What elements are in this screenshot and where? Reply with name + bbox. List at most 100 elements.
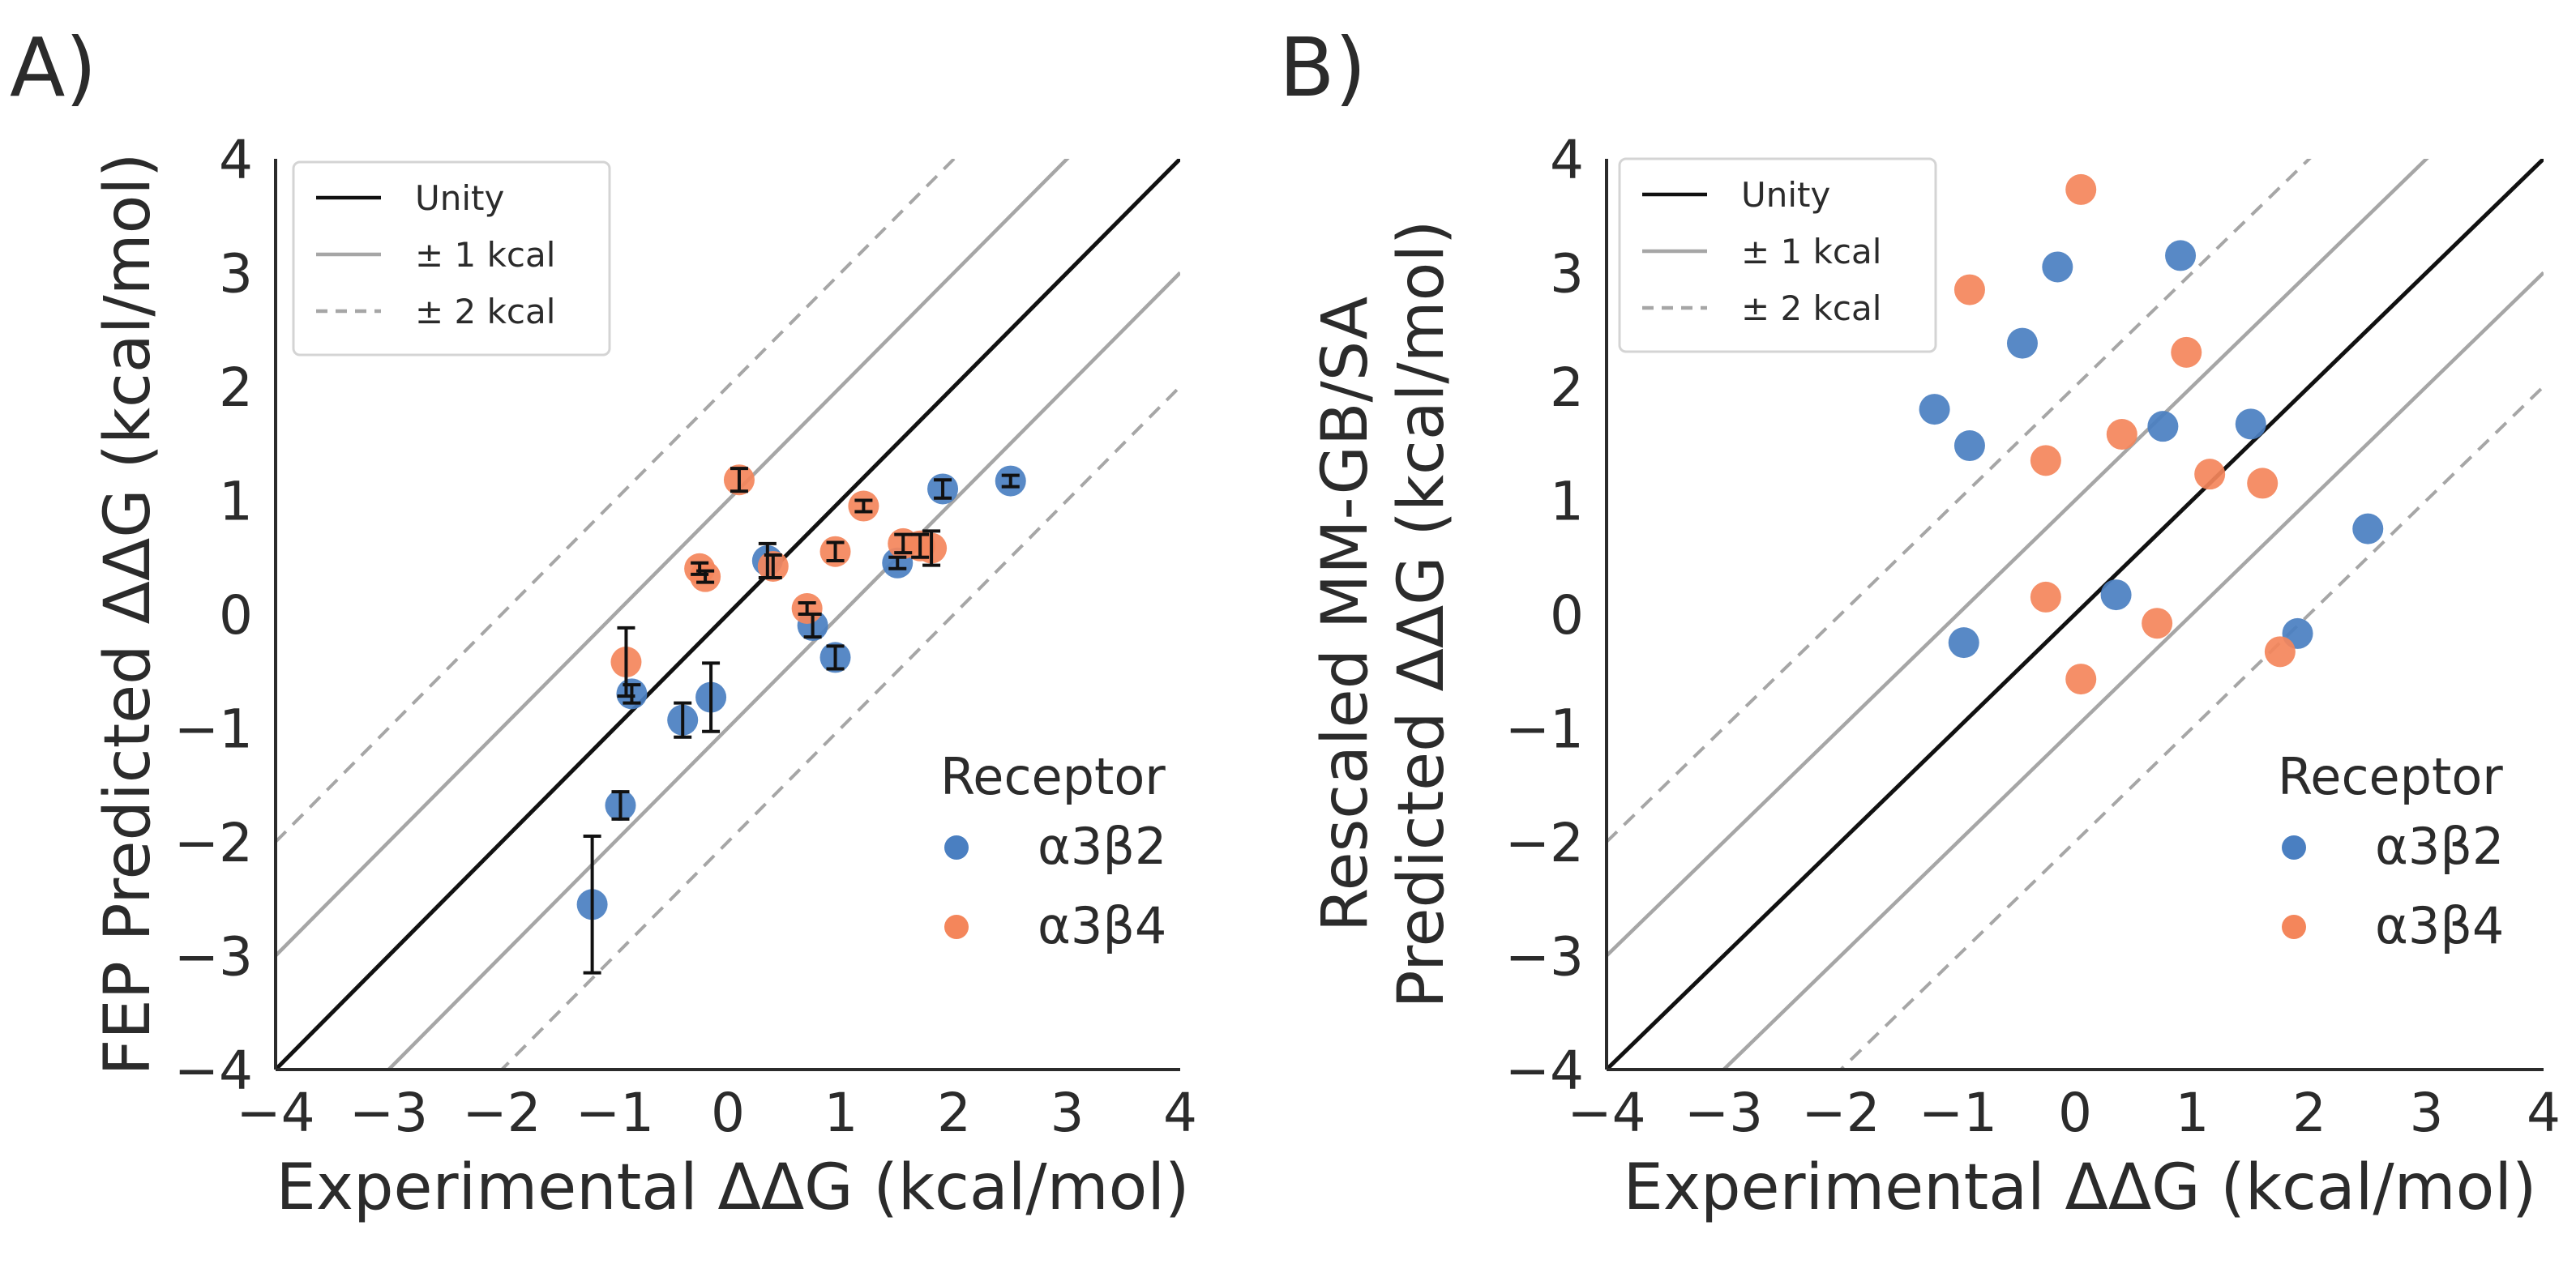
data-point [2171, 336, 2202, 368]
data-point [2147, 411, 2179, 442]
y-tick-label: 2 [219, 357, 253, 419]
receptor-legend-a3b2-label: α3β2 [2375, 817, 2504, 876]
minus-1-kcal-line [386, 271, 1180, 1070]
unity-line [276, 159, 1180, 1070]
data-point [1948, 627, 1979, 659]
receptor-legend-a3b4-marker [2282, 915, 2306, 939]
data-point [2194, 459, 2226, 490]
y-axis-label: Rescaled MM-GB/SA [1309, 297, 1382, 932]
reference-lines [276, 159, 1180, 1070]
minus-1-kcal-line [1721, 271, 2544, 1070]
unity-line [1607, 159, 2544, 1070]
x-tick-label: 2 [2292, 1082, 2326, 1144]
y-tick-label: 4 [1550, 129, 1584, 191]
y-tick-label: −2 [1505, 812, 1584, 874]
receptor-legend-a3b4-label: α3β4 [2375, 896, 2504, 955]
plus-1-kcal-line [276, 159, 1070, 958]
y-tick-label: −1 [174, 698, 253, 761]
x-tick-label: 1 [2176, 1082, 2210, 1144]
y-tick-label: −1 [1505, 698, 1584, 761]
data-point [2235, 408, 2266, 440]
x-tick-label: −1 [576, 1082, 654, 1144]
y-tick-label: −4 [1505, 1040, 1584, 1102]
data-point [2100, 579, 2132, 611]
data-point [2247, 468, 2279, 499]
x-tick-label: 2 [937, 1082, 971, 1144]
y-tick-label: 0 [1550, 584, 1584, 647]
y-tick-label: −2 [174, 812, 253, 874]
series-a3b2 [1919, 240, 2384, 659]
y-tick-label: 4 [219, 129, 253, 191]
receptor-legend-a3b4-label: α3β4 [1038, 896, 1166, 955]
data-point [1953, 274, 1985, 305]
line-legend: Unity ± 1 kcal ± 2 kcal [292, 160, 611, 357]
x-tick-label: 1 [824, 1082, 858, 1144]
data-point [2042, 251, 2073, 283]
receptor-legend: Receptor α3β2 α3β4 [940, 747, 1166, 955]
data-point [2065, 173, 2097, 205]
line-legend: Unity ± 1 kcal ± 2 kcal [1618, 157, 1937, 353]
x-tick-label: 0 [711, 1082, 745, 1144]
receptor-legend-title: Receptor [2278, 747, 2503, 806]
x-tick-label: 0 [2058, 1082, 2092, 1144]
y-tick-label: 1 [219, 471, 253, 533]
x-tick-label: 4 [2527, 1082, 2561, 1144]
x-tick-label: 3 [1051, 1082, 1085, 1144]
receptor-legend-a3b4-marker [944, 915, 969, 939]
x-tick-label: −4 [1567, 1082, 1645, 1144]
data-point [2030, 581, 2061, 613]
receptor-legend: Receptor α3β2 α3β4 [2278, 747, 2504, 955]
panel-b: B) −4 −3 −2 −1 0 1 2 3 4 −4 −3 −2 −1 0 1 2 3 4 Experimental… [1279, 20, 2561, 1224]
x-tick-label: −4 [236, 1082, 315, 1144]
receptor-legend-a3b2-label: α3β2 [1038, 817, 1166, 876]
y-tick-label: −3 [174, 926, 253, 989]
y-tick-label: −3 [1505, 926, 1584, 989]
data-point [1919, 394, 1950, 425]
x-tick-label: 4 [1163, 1082, 1197, 1144]
data-point [2165, 240, 2197, 271]
y-tick-label: 0 [219, 584, 253, 647]
x-tick-label: −2 [462, 1082, 541, 1144]
series-a3b4 [1953, 173, 2296, 695]
panel-a: A) −4 −3 −2 −1 0 1 2 3 4 −4 −3 −2 −1 0 1 2 3 4 Experimental… [10, 20, 1197, 1224]
x-tick-label: −3 [1684, 1082, 1763, 1144]
x-tick-label: 3 [2410, 1082, 2444, 1144]
x-tick-label: −3 [349, 1082, 428, 1144]
legend-two-kcal-label: ± 2 kcal [1741, 288, 1881, 328]
x-axis-label: Experimental ΔΔG (kcal/mol) [1624, 1151, 2537, 1224]
minus-2-kcal-line [499, 385, 1180, 1070]
data-point [2352, 513, 2384, 544]
legend-unity-label: Unity [415, 178, 504, 218]
data-point [2030, 445, 2061, 476]
data-point [2065, 664, 2097, 695]
panel-label: A) [10, 20, 96, 115]
x-tick-label: −1 [1919, 1082, 1997, 1144]
legend-one-kcal-label: ± 1 kcal [1741, 232, 1881, 271]
receptor-legend-a3b2-marker [2282, 835, 2306, 860]
receptor-legend-title: Receptor [940, 747, 1166, 806]
y-tick-label: 3 [219, 243, 253, 305]
y-axis-label: FEP Predicted ΔΔG (kcal/mol) [92, 153, 165, 1076]
y-tick-label: 3 [1550, 243, 1584, 305]
legend-two-kcal-label: ± 2 kcal [415, 292, 555, 331]
legend-unity-label: Unity [1741, 175, 1830, 215]
panel-label: B) [1279, 20, 1367, 115]
x-tick-label: −2 [1801, 1082, 1880, 1144]
plus-1-kcal-line [1607, 159, 2429, 958]
x-axis-label: Experimental ΔΔG (kcal/mol) [276, 1151, 1190, 1224]
reference-lines [1607, 159, 2544, 1070]
data-point [2006, 327, 2038, 359]
y-tick-label: −4 [174, 1040, 253, 1102]
error-bars [583, 467, 1020, 975]
data-point [2106, 419, 2137, 451]
y-tick-label: 2 [1550, 357, 1584, 419]
receptor-legend-a3b2-marker [944, 835, 969, 860]
y-axis-label: Predicted ΔΔG (kcal/mol) [1385, 220, 1458, 1009]
y-tick-label: 1 [1550, 471, 1584, 533]
data-point [2264, 636, 2296, 668]
plus-2-kcal-line [1607, 159, 2312, 843]
data-point [1953, 430, 1985, 462]
plus-2-kcal-line [276, 159, 956, 843]
data-point [2142, 608, 2173, 639]
